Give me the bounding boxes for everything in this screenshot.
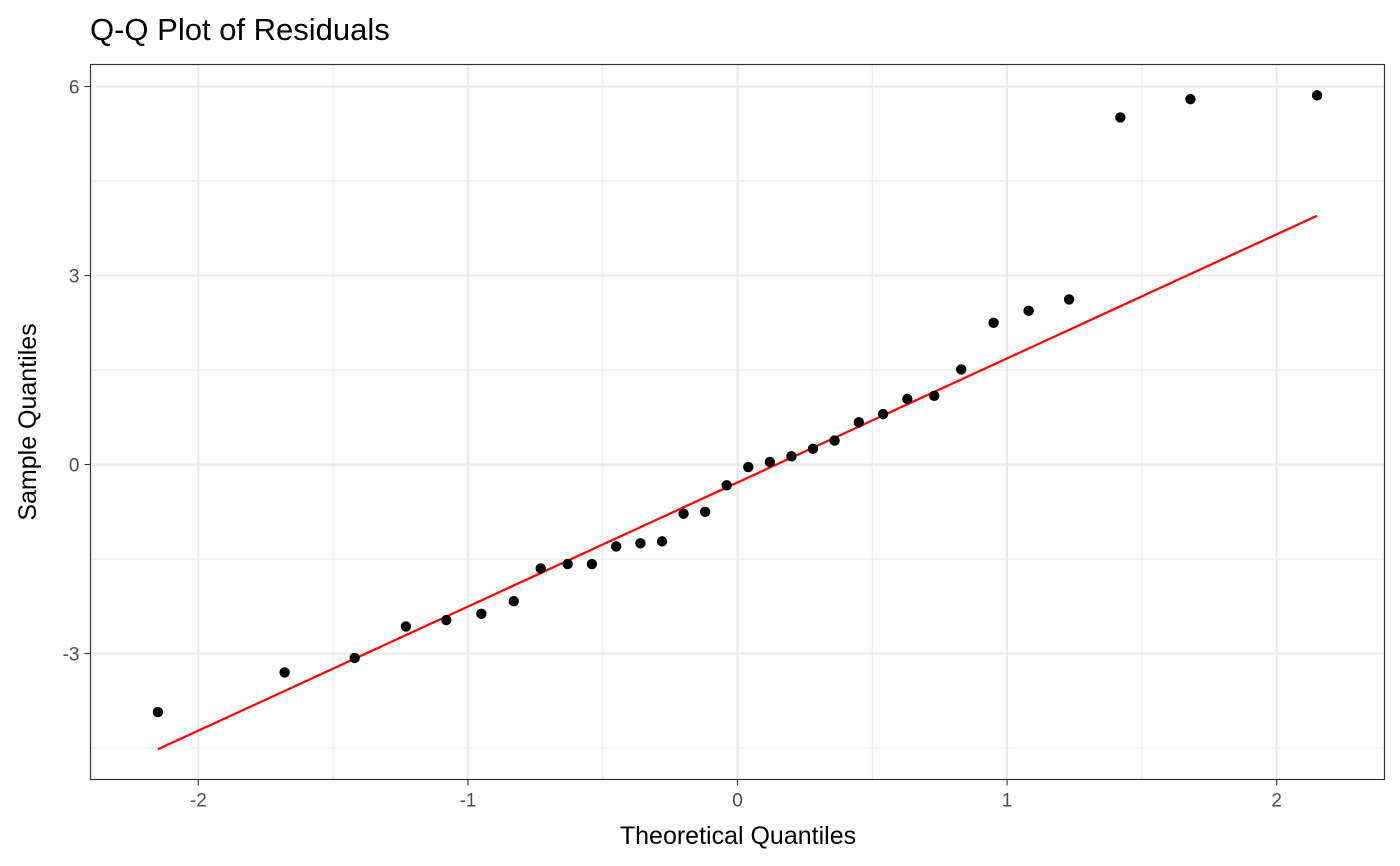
y-axis: -3 0 3 6: [63, 78, 91, 666]
data-point: [656, 536, 668, 547]
data-point: [1185, 93, 1196, 105]
data-point: [956, 364, 967, 375]
data-point: [610, 541, 622, 552]
data-point: [400, 621, 412, 632]
y-tick-label: 6: [69, 78, 80, 99]
data-point: [349, 652, 360, 664]
x-tick-label: -1: [459, 791, 476, 812]
data-point: [1311, 90, 1323, 101]
x-tick-label: 0: [732, 791, 743, 812]
data-point: [476, 608, 487, 620]
data-point: [586, 558, 598, 570]
y-tick-label: 0: [69, 456, 80, 477]
data-point: [786, 451, 797, 462]
data-point: [1063, 294, 1075, 305]
major-gridlines: [90, 64, 1385, 780]
data-point: [699, 506, 711, 517]
data-point: [441, 614, 452, 626]
chart-title: Q-Q Plot of Residuals: [90, 12, 390, 47]
data-point: [152, 706, 164, 718]
data-point: [807, 443, 819, 454]
y-tick-label: 3: [69, 267, 80, 288]
plot-panel: [89, 63, 1386, 781]
y-axis-title: Sample Quantiles: [14, 323, 42, 520]
data-point: [902, 393, 913, 405]
data-point: [743, 461, 754, 473]
data-point: [508, 596, 519, 607]
x-axis: -2 -1 0 1 2: [190, 779, 1282, 812]
x-axis-title: Theoretical Quantiles: [620, 822, 856, 850]
data-point: [877, 408, 889, 420]
data-point: [562, 558, 573, 570]
data-point: [721, 480, 732, 491]
data-point: [853, 417, 865, 428]
data-point: [764, 456, 776, 468]
x-tick-label: -2: [190, 791, 207, 812]
data-point: [678, 508, 689, 519]
data-point: [279, 667, 290, 678]
data-point: [1115, 112, 1126, 123]
data-point: [929, 390, 940, 402]
data-point: [988, 317, 999, 328]
data-point: [829, 435, 840, 446]
y-tick-label: -3: [63, 645, 80, 666]
points-group: [152, 90, 1323, 718]
data-point: [635, 538, 646, 549]
data-point: [535, 563, 546, 574]
data-point: [1023, 305, 1034, 317]
x-tick-label: 1: [1002, 791, 1013, 812]
x-tick-label: 2: [1271, 791, 1282, 812]
